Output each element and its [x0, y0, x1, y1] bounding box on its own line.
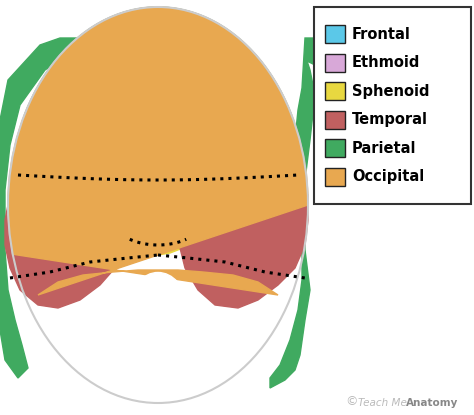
Text: ©: © — [345, 395, 357, 408]
FancyBboxPatch shape — [325, 111, 345, 129]
FancyBboxPatch shape — [325, 139, 345, 157]
Polygon shape — [12, 163, 298, 255]
FancyBboxPatch shape — [325, 82, 345, 100]
Polygon shape — [270, 38, 370, 388]
Polygon shape — [8, 7, 308, 295]
Ellipse shape — [130, 273, 185, 337]
FancyBboxPatch shape — [325, 168, 345, 186]
Text: Frontal: Frontal — [352, 27, 411, 42]
Polygon shape — [5, 168, 128, 308]
Text: Temporal: Temporal — [352, 112, 428, 127]
Text: Ethmoid: Ethmoid — [352, 55, 420, 70]
FancyBboxPatch shape — [325, 54, 345, 72]
FancyBboxPatch shape — [314, 7, 471, 204]
Ellipse shape — [8, 7, 308, 403]
FancyBboxPatch shape — [325, 25, 345, 43]
Polygon shape — [0, 38, 80, 378]
Text: Parietal: Parietal — [352, 141, 417, 156]
Text: Teach Me: Teach Me — [358, 398, 407, 408]
Text: Sphenoid: Sphenoid — [352, 84, 429, 99]
Text: Anatomy: Anatomy — [406, 398, 458, 408]
Polygon shape — [24, 7, 292, 175]
Polygon shape — [133, 45, 183, 160]
Polygon shape — [178, 168, 308, 308]
Text: Occipital: Occipital — [352, 169, 424, 184]
